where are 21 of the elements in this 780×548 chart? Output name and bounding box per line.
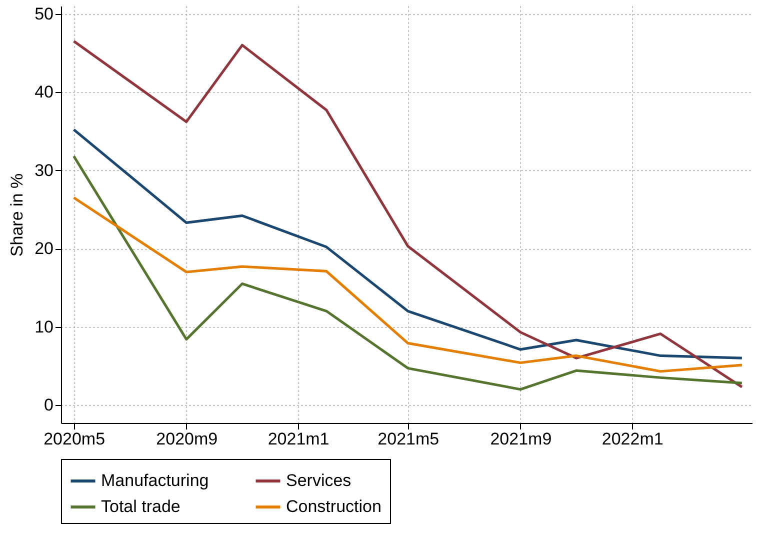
y-tick-label: 40: [34, 82, 54, 102]
line-series: [72, 40, 744, 388]
line-series: [72, 154, 744, 391]
y-tick-label: 10: [34, 317, 54, 336]
line-series: [72, 128, 744, 360]
legend-label: Total trade: [101, 497, 180, 516]
legend-label: Construction: [286, 497, 382, 516]
x-tick-label: 2020m5: [44, 430, 106, 448]
line-series: [72, 196, 744, 373]
x-tick-label: 2021m1: [268, 430, 330, 448]
x-tick-label: 2020m9: [156, 430, 218, 448]
y-axis-title: Share in %: [8, 173, 27, 257]
legend-label: Manufacturing: [101, 471, 209, 490]
legend-label: Services: [286, 471, 352, 490]
y-tick-label: 20: [34, 239, 54, 258]
x-tick-label: 2021m9: [490, 430, 552, 448]
x-tick-label: 2021m5: [378, 430, 440, 448]
y-tick-label: 30: [34, 160, 54, 180]
y-tick-label: 0: [44, 396, 54, 415]
x-tick-label: 2022m1: [602, 430, 664, 448]
y-tick-label: 50: [34, 4, 54, 24]
